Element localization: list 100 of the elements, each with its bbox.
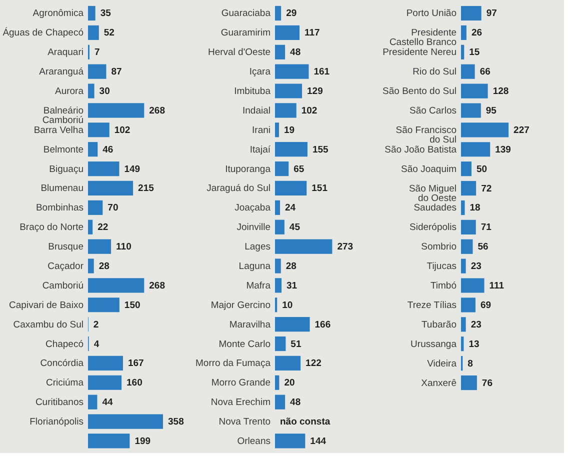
y-tick-label: Camboriú xyxy=(42,280,84,292)
bar xyxy=(461,258,466,274)
bar xyxy=(275,6,282,21)
data-label: 117 xyxy=(304,28,320,39)
y-tick-label: Saudades xyxy=(414,202,457,214)
y-tick-label: Herval d'Oeste xyxy=(208,47,270,58)
y-tick-label: Agronômica xyxy=(32,8,84,20)
bar xyxy=(461,180,476,196)
data-label: 13 xyxy=(468,338,480,350)
data-label: 273 xyxy=(337,242,354,253)
bar xyxy=(461,317,466,332)
y-tick-label: Videira xyxy=(427,358,458,370)
y-tick-label: São Miguel do Oeste xyxy=(408,183,456,204)
data-label: 65 xyxy=(294,164,305,175)
y-tick-label: Criciúma xyxy=(46,378,84,389)
data-label: 29 xyxy=(286,8,297,20)
data-label: 31 xyxy=(286,280,298,292)
bar xyxy=(275,356,301,370)
bar xyxy=(275,258,281,274)
data-label: 22 xyxy=(98,222,108,234)
data-label: 48 xyxy=(290,397,301,408)
data-label: 268 xyxy=(149,280,166,292)
y-tick-label: Mafra xyxy=(246,280,272,292)
y-tick-label: Nova Erechim xyxy=(210,397,271,408)
bar xyxy=(461,220,476,234)
bar xyxy=(275,336,286,352)
y-tick-label: Caxambu do Sul xyxy=(13,319,84,330)
y-tick-label: Florianópolis xyxy=(30,416,84,428)
y-tick-label: Imbituba xyxy=(234,86,272,98)
bar xyxy=(88,414,163,429)
data-label: 51 xyxy=(290,338,302,350)
bar xyxy=(461,84,488,98)
bar xyxy=(88,122,110,138)
y-tick-label: Bombinhas xyxy=(36,202,84,214)
data-label: 199 xyxy=(134,436,151,447)
data-label: 66 xyxy=(480,66,490,78)
bar xyxy=(88,394,98,410)
data-label: 26 xyxy=(471,28,482,39)
bar xyxy=(88,142,98,157)
bar xyxy=(88,239,112,254)
bar xyxy=(88,375,122,390)
bar xyxy=(275,103,296,118)
data-label: 150 xyxy=(124,300,140,311)
bar xyxy=(88,6,96,21)
y-tick-label: Capivari de Baixo xyxy=(9,300,84,311)
y-tick-label: Monte Carlo xyxy=(218,338,270,350)
data-label: 111 xyxy=(489,280,505,292)
bar xyxy=(275,180,307,196)
bar xyxy=(461,162,472,176)
bar xyxy=(88,220,93,234)
data-label: 102 xyxy=(114,124,130,136)
bar xyxy=(275,434,306,448)
y-tick-label: Morro Grande xyxy=(211,378,270,389)
y-tick-label: Major Gercino xyxy=(210,300,270,311)
y-tick-label: São Bento do Sul xyxy=(382,86,456,98)
y-tick-label: Içara xyxy=(249,66,272,78)
bar xyxy=(275,142,308,157)
bar xyxy=(275,64,309,79)
data-label: 128 xyxy=(492,86,509,98)
y-tick-label: Guaraciaba xyxy=(221,8,272,20)
y-tick-label: Rio do Sul xyxy=(412,66,456,78)
y-tick-label: Caçador xyxy=(48,260,84,272)
bar xyxy=(461,375,477,390)
data-label: 28 xyxy=(98,260,110,272)
bar xyxy=(275,122,279,138)
y-tick-label: Concórdia xyxy=(40,358,84,370)
y-tick-label: Presidente Nereu xyxy=(382,47,456,58)
data-label: 2 xyxy=(93,319,99,330)
data-label: 97 xyxy=(486,8,497,20)
data-label: 69 xyxy=(480,300,492,311)
data-label: 56 xyxy=(478,242,488,253)
y-tick-label: Urussanga xyxy=(410,338,458,350)
data-label: 20 xyxy=(284,378,295,389)
data-label: 52 xyxy=(104,28,114,39)
bar xyxy=(88,356,123,370)
data-label: 45 xyxy=(289,222,301,234)
y-tick-label: São João Batista xyxy=(384,144,458,156)
bar xyxy=(88,258,94,274)
bar xyxy=(275,25,300,40)
y-tick-label: Morro da Fumaça xyxy=(196,358,272,370)
data-label: 8 xyxy=(468,358,473,370)
bar xyxy=(88,180,134,196)
bar xyxy=(275,44,286,60)
bar xyxy=(461,298,476,312)
data-label: 268 xyxy=(149,105,166,116)
y-tick-label: Balneário Camboriú xyxy=(42,105,84,126)
y-tick-label: Treze Tílias xyxy=(407,300,457,311)
bar xyxy=(88,200,103,215)
bar xyxy=(461,200,465,216)
bar xyxy=(88,298,120,312)
data-label: 167 xyxy=(128,358,144,370)
bar xyxy=(88,278,144,293)
y-tick-label: Jaraguá do Sul xyxy=(206,183,270,194)
y-tick-label: Lages xyxy=(244,242,271,253)
data-label: 129 xyxy=(307,86,323,98)
bar xyxy=(88,161,120,176)
y-tick-label: Belmonte xyxy=(43,144,84,156)
data-label: 46 xyxy=(102,144,114,156)
data-label: 110 xyxy=(116,242,132,253)
y-tick-label: Sombrio xyxy=(421,242,456,253)
